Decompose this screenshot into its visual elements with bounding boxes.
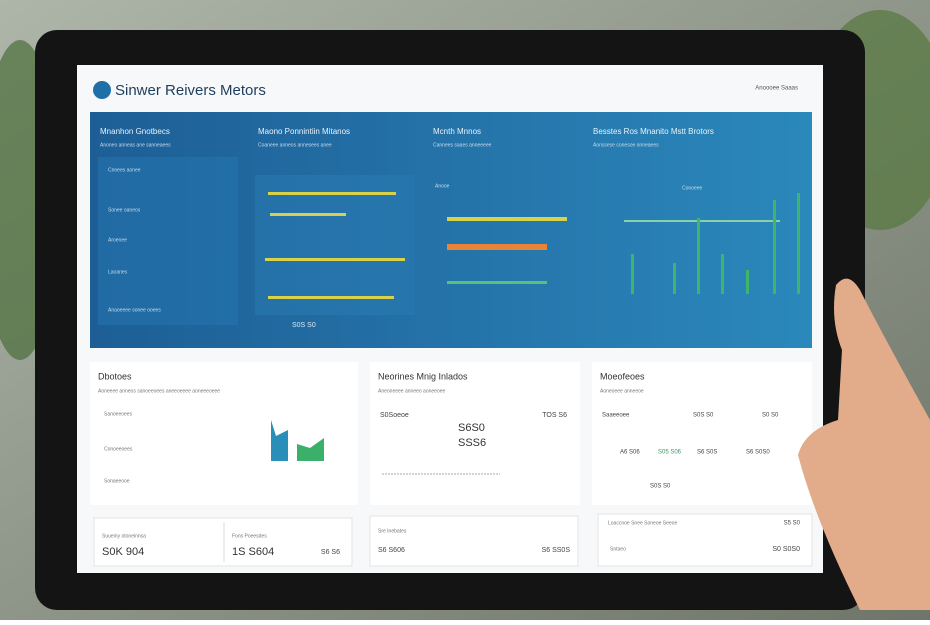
card <box>592 362 812 505</box>
panel-footer: S0S S0 <box>292 322 316 329</box>
card <box>597 513 813 567</box>
value: S6S0 <box>458 422 485 434</box>
panel-title: Mcnth Mnnos <box>433 127 481 136</box>
panel-subtitle: Coaneee anneos annesees anee <box>258 142 332 148</box>
logo: Sinwer Reivers Metors <box>115 82 266 99</box>
chart-box <box>255 175 415 315</box>
panel-subtitle: Anoneo anneas ane sanneaees <box>100 142 171 148</box>
panel-title: Besstes Ros Mnanito Mstt Brotors <box>593 127 714 136</box>
card <box>369 515 579 567</box>
value: 1S S604 <box>232 546 274 558</box>
card <box>370 362 580 505</box>
card-title: Fons Poeesdes <box>232 533 267 539</box>
bars <box>624 193 800 294</box>
area <box>271 420 288 461</box>
card-title: Moeofeoes <box>600 371 645 381</box>
list-box <box>98 157 238 325</box>
panel-title: Mnanhon Gnotbecs <box>100 127 170 136</box>
value: S5 S0 <box>784 521 801 527</box>
card-title: Loaccnoe Snee Soneoe Seeoe <box>608 520 677 526</box>
value: S6 S0S0 <box>746 450 770 456</box>
value: S0 S0S0 <box>772 546 800 553</box>
row: Sanoeeoees <box>104 411 133 417</box>
value: A6 S06 <box>620 450 640 456</box>
row: Sonee oaneos <box>108 207 141 213</box>
value: S0Soeoe <box>380 412 409 419</box>
value: S6 SS0S <box>542 547 571 554</box>
value: S0 S0 <box>762 413 779 419</box>
value: S0K 904 <box>102 546 144 558</box>
hand <box>798 278 930 610</box>
card-subtitle: Aoneeee anneos sanoeeoees aneeoeeee aone… <box>98 388 220 394</box>
value: S6 S606 <box>378 547 405 554</box>
panel-subtitle: Cannees saaes anneeeee <box>433 142 492 148</box>
card-subtitle: Aoneoeee anneeoe <box>600 388 644 394</box>
card-title: Dbotoes <box>98 371 132 381</box>
card-title: Sre Inebates <box>378 528 407 534</box>
card-title: Neorines Mnig Inlados <box>378 371 468 381</box>
logo-icon <box>93 81 111 99</box>
value: Saaeeoee <box>602 413 630 419</box>
chart-label: Conoeee <box>682 185 703 191</box>
row: Anaoeeee sonee ooees <box>108 307 161 313</box>
row: Sonaeeooe <box>104 478 130 484</box>
value: S05 S06 <box>658 450 682 456</box>
card <box>90 362 358 505</box>
bars <box>447 217 567 284</box>
value: TOS S6 <box>542 412 567 419</box>
value: S0S S0 <box>693 413 714 419</box>
value: S6 S0S <box>697 450 717 456</box>
row: Laoanes <box>108 269 128 275</box>
panel-subtitle: Aonssese conesoe onneaees <box>593 142 659 148</box>
label: Sntaeo <box>610 546 626 552</box>
bars <box>265 192 405 299</box>
card <box>93 517 353 567</box>
value: S0S S0 <box>650 484 671 490</box>
area <box>297 438 324 461</box>
row: Cnnees aonee <box>108 167 141 173</box>
panel-title: Maono Ponnintiin Mitanos <box>258 127 350 136</box>
row: Conoeeoees <box>104 446 133 452</box>
value: SSS6 <box>458 437 486 449</box>
card-subtitle: Aneoneeee anneeo aoneeoee <box>378 388 446 394</box>
value: S6 S6 <box>321 549 340 556</box>
top-link[interactable]: Anoooee Saaas <box>755 86 798 92</box>
card-title: Suueiny otoneinnsa <box>102 533 146 539</box>
row: Aroenee <box>108 237 127 243</box>
chart-label: Anooe <box>435 183 450 189</box>
